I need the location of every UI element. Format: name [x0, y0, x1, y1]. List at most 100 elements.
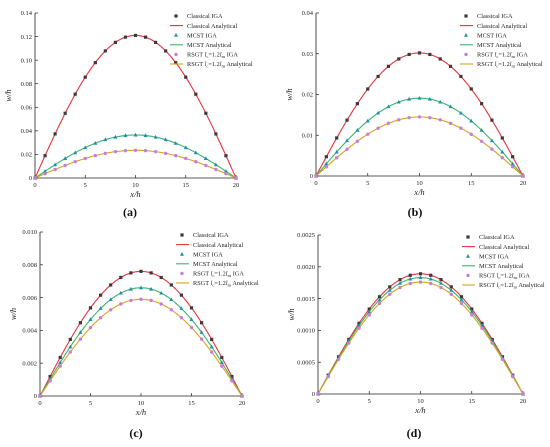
data-point: [53, 132, 57, 136]
data-point: [388, 285, 392, 289]
legend-swatch: [174, 52, 178, 57]
legend-label: RSGT lc=1.2lm Analytical: [477, 61, 543, 69]
data-point: [174, 61, 178, 65]
data-point: [386, 121, 391, 126]
legend: Classical IGA Classical Analytical MCST IG…: [460, 13, 543, 69]
data-point: [357, 326, 361, 330]
data-point: [179, 316, 184, 320]
data-point: [397, 57, 401, 61]
data-point: [88, 325, 93, 330]
data-point: [427, 96, 432, 101]
data-point: [511, 374, 515, 379]
data-point: [53, 162, 58, 167]
series-line: [315, 116, 524, 177]
data-point: [183, 145, 188, 150]
data-point: [429, 281, 433, 286]
data-point: [367, 313, 371, 317]
x-tick-label: 10: [132, 182, 139, 189]
data-point: [184, 156, 188, 161]
data-point: [417, 95, 422, 100]
data-point: [459, 301, 464, 306]
data-point: [490, 118, 494, 122]
data-point: [521, 174, 525, 178]
data-point: [398, 281, 402, 285]
data-point: [33, 176, 37, 180]
x-axis-title: x/h: [414, 405, 425, 415]
x-tick-label: 0: [316, 398, 319, 405]
data-point: [469, 118, 474, 123]
data-point: [164, 49, 168, 53]
data-point: [174, 153, 178, 158]
data-point: [154, 40, 158, 44]
x-tick-label: 0: [33, 182, 36, 189]
y-tick-label: 0: [34, 393, 37, 400]
data-point: [408, 276, 413, 281]
data-point: [224, 154, 228, 158]
series-line: [317, 277, 524, 395]
data-point: [210, 337, 214, 342]
data-point: [159, 302, 163, 306]
data-point: [521, 392, 525, 396]
data-point: [58, 355, 62, 360]
data-point: [439, 278, 443, 282]
legend-label: RSGT lc=1.2lm Analytical: [479, 282, 545, 290]
data-point: [469, 132, 473, 136]
data-point: [200, 321, 204, 325]
panel-label: (d): [407, 426, 422, 440]
y-tick-label: 0.14: [21, 10, 33, 17]
data-point: [63, 156, 68, 160]
panel-label: (c): [129, 426, 142, 440]
y-tick-label: 0.0025: [297, 232, 315, 239]
data-point: [234, 176, 238, 180]
series-line: [315, 52, 524, 177]
data-point: [459, 74, 463, 79]
data-point: [38, 394, 42, 398]
data-point: [449, 285, 453, 289]
data-point: [103, 49, 107, 53]
data-point: [113, 149, 118, 154]
data-point: [194, 92, 198, 96]
data-point: [240, 394, 244, 398]
x-tick-label: 15: [469, 398, 476, 405]
data-point: [335, 136, 339, 140]
data-point: [459, 126, 463, 130]
y-tick-label: 0.08: [21, 81, 32, 88]
legend-label: Classical Analytical: [477, 23, 527, 30]
data-point: [326, 374, 330, 379]
legend: Classical IGA Classical Analytical MCST IG…: [176, 232, 259, 288]
y-tick-label: 0.06: [21, 104, 33, 111]
data-point: [449, 292, 453, 296]
legend-swatch: [464, 14, 468, 18]
legend-swatch: [180, 252, 184, 256]
y-tick-label: 0.01: [302, 132, 313, 139]
y-axis-title: w/h: [286, 308, 296, 320]
legend: Classical IGA Classical Analytical MCST IG…: [462, 234, 545, 290]
data-point: [469, 309, 474, 314]
panel-label: (b): [408, 205, 423, 219]
data-point: [88, 306, 93, 310]
data-point: [139, 297, 143, 301]
x-tick-label: 20: [520, 398, 527, 405]
data-point: [224, 171, 228, 176]
data-point: [459, 295, 464, 299]
data-point: [189, 325, 194, 330]
data-point: [63, 111, 67, 115]
data-point: [377, 301, 382, 306]
data-point: [179, 306, 184, 310]
legend-label: RSGT lc=1.2lm IGA: [479, 273, 530, 281]
data-point: [48, 374, 52, 379]
data-point: [204, 163, 208, 168]
y-axis-title: w/h: [284, 88, 294, 100]
legend-label: MCST IGA: [479, 253, 509, 260]
data-point: [377, 297, 382, 302]
data-point: [479, 128, 484, 132]
data-point: [153, 149, 158, 154]
data-point: [163, 151, 168, 156]
data-point: [194, 160, 198, 164]
data-point: [93, 61, 97, 65]
data-point: [355, 102, 359, 106]
panel-label: (a): [123, 205, 137, 219]
data-point: [448, 64, 453, 68]
data-point: [149, 271, 153, 275]
data-point: [133, 132, 138, 137]
